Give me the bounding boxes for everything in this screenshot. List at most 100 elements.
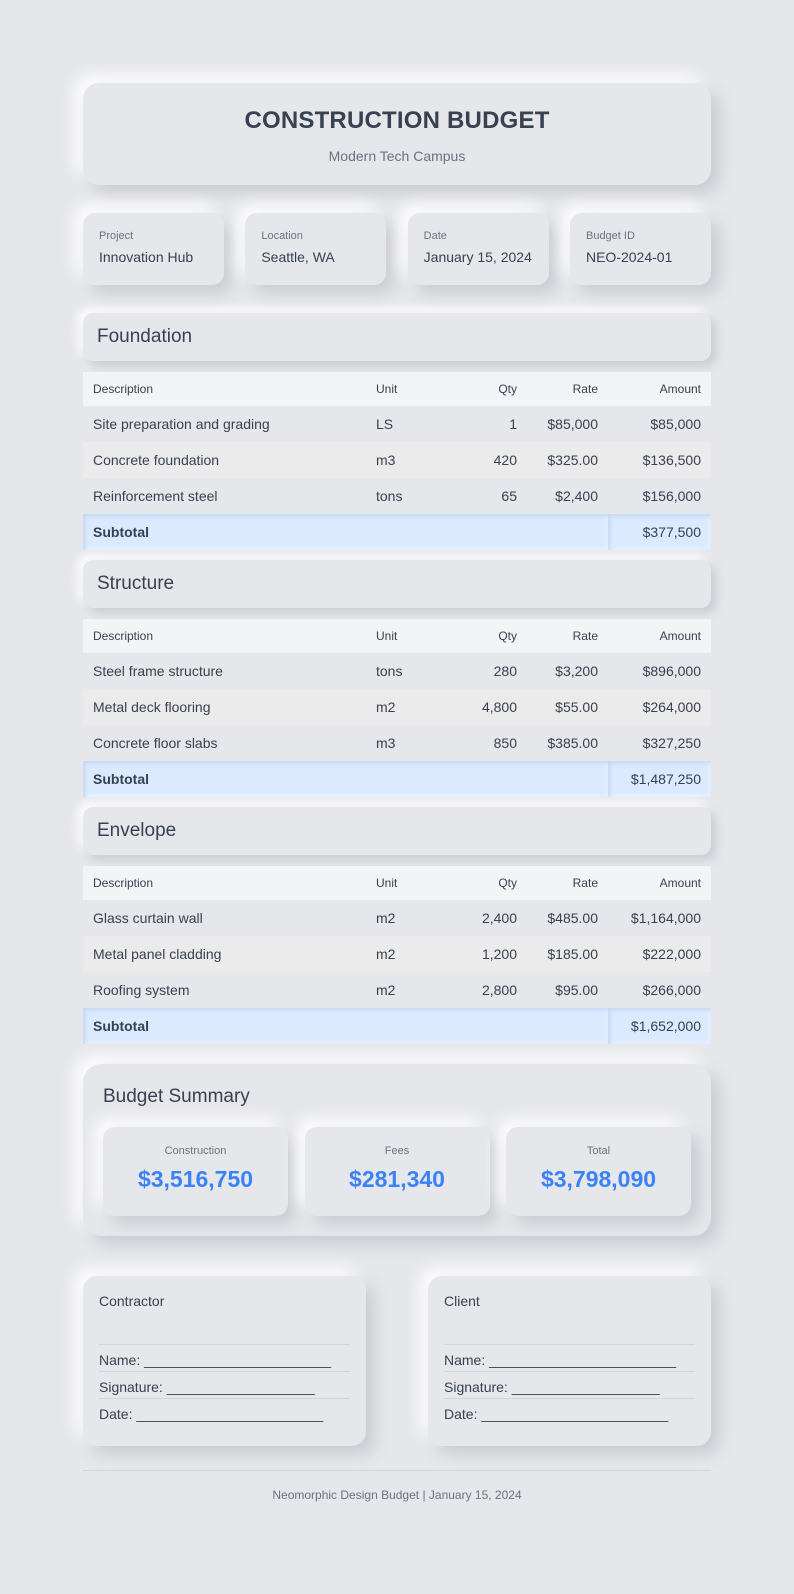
cell-qty: 280	[456, 653, 527, 689]
budget-summary: Budget Summary Construction $3,516,750 F…	[83, 1064, 711, 1236]
subtotal-amount: $1,487,250	[608, 761, 711, 797]
header-card: CONSTRUCTION BUDGET Modern Tech Campus	[83, 83, 711, 185]
cell-description: Concrete foundation	[83, 442, 366, 478]
section-foundation: Foundation Description Unit Qty Rate Amo…	[83, 313, 711, 550]
cell-qty: 4,800	[456, 689, 527, 725]
cell-unit: m2	[366, 972, 456, 1008]
cell-unit: m2	[366, 936, 456, 972]
cell-unit: m3	[366, 725, 456, 761]
cell-amount: $327,250	[608, 725, 711, 761]
cell-qty: 65	[456, 478, 527, 514]
summary-value: $3,516,750	[137, 1166, 254, 1192]
cell-amount: $136,500	[608, 442, 711, 478]
summary-value: $3,798,090	[540, 1166, 657, 1192]
table-row: Concrete floor slabs m3 850 $385.00 $327…	[83, 725, 711, 761]
column-header-rate: Rate	[527, 866, 608, 900]
date-line[interactable]: Date: ________________________	[444, 1406, 669, 1422]
column-header-qty: Qty	[456, 372, 527, 406]
date-line[interactable]: Date: ________________________	[99, 1406, 324, 1422]
info-value: January 15, 2024	[423, 249, 532, 265]
table-row: Reinforcement steel tons 65 $2,400 $156,…	[83, 478, 711, 514]
signature-row: Contractor Name: _______________________…	[83, 1276, 711, 1446]
cell-amount: $264,000	[608, 689, 711, 725]
cell-unit: m3	[366, 442, 456, 478]
column-header-qty: Qty	[456, 619, 527, 653]
table-row: Metal panel cladding m2 1,200 $185.00 $2…	[83, 936, 711, 972]
summary-cards: Construction $3,516,750 Fees $281,340 To…	[103, 1127, 691, 1216]
name-line[interactable]: Name: ________________________	[444, 1345, 695, 1372]
column-header-amount: Amount	[608, 866, 711, 900]
section-title: Foundation	[83, 313, 711, 361]
cell-amount: $85,000	[608, 406, 711, 442]
table-header-row: Description Unit Qty Rate Amount	[83, 619, 711, 653]
info-card-budget-id: Budget ID NEO-2024-01	[569, 213, 711, 285]
cell-unit: tons	[366, 653, 456, 689]
cell-description: Metal deck flooring	[83, 689, 366, 725]
info-value: Innovation Hub	[99, 249, 194, 265]
cell-unit: LS	[366, 406, 456, 442]
subtotal-amount: $1,652,000	[608, 1008, 711, 1044]
subtotal-row: Subtotal $377,500	[83, 514, 711, 550]
table-row: Glass curtain wall m2 2,400 $485.00 $1,1…	[83, 900, 711, 936]
column-header-amount: Amount	[608, 372, 711, 406]
cell-description: Metal panel cladding	[83, 936, 366, 972]
budget-document: CONSTRUCTION BUDGET Modern Tech Campus P…	[83, 83, 711, 1502]
info-label: Budget ID	[585, 230, 635, 242]
budget-table: Description Unit Qty Rate Amount Glass c…	[83, 866, 711, 1044]
info-value: NEO-2024-01	[585, 249, 673, 265]
cell-qty: 1,200	[456, 936, 527, 972]
cell-rate: $485.00	[527, 900, 608, 936]
cell-amount: $1,164,000	[608, 900, 711, 936]
cell-qty: 2,800	[456, 972, 527, 1008]
info-label: Date	[423, 230, 447, 242]
name-line[interactable]: Name: ________________________	[99, 1345, 350, 1372]
info-card-project: Project Innovation Hub	[83, 213, 224, 285]
section-structure: Structure Description Unit Qty Rate Amou…	[83, 560, 711, 797]
column-header-amount: Amount	[608, 619, 711, 653]
table-row: Site preparation and grading LS 1 $85,00…	[83, 406, 711, 442]
signature-line[interactable]: Signature: ___________________	[444, 1372, 695, 1399]
cell-amount: $156,000	[608, 478, 711, 514]
cell-amount: $222,000	[608, 936, 711, 972]
cell-qty: 1	[456, 406, 527, 442]
cell-unit: m2	[366, 689, 456, 725]
footer-text: Neomorphic Design Budget | January 15, 2…	[272, 1488, 522, 1502]
signature-lines: Name: ________________________ Signature…	[444, 1344, 695, 1426]
summary-label: Construction	[164, 1145, 227, 1157]
cell-unit: tons	[366, 478, 456, 514]
cell-rate: $385.00	[527, 725, 608, 761]
cell-qty: 850	[456, 725, 527, 761]
cell-amount: $266,000	[608, 972, 711, 1008]
section-title: Structure	[83, 560, 711, 608]
cell-description: Glass curtain wall	[83, 900, 366, 936]
column-header-description: Description	[83, 866, 366, 900]
summary-title: Budget Summary	[103, 1086, 250, 1107]
subtotal-row: Subtotal $1,652,000	[83, 1008, 711, 1044]
cell-qty: 420	[456, 442, 527, 478]
subtotal-row: Subtotal $1,487,250	[83, 761, 711, 797]
cell-rate: $55.00	[527, 689, 608, 725]
signature-line[interactable]: Signature: ___________________	[99, 1372, 350, 1399]
signature-title: Contractor	[99, 1293, 165, 1309]
column-header-qty: Qty	[456, 866, 527, 900]
column-header-rate: Rate	[527, 619, 608, 653]
cell-description: Concrete floor slabs	[83, 725, 366, 761]
cell-rate: $3,200	[527, 653, 608, 689]
cell-rate: $2,400	[527, 478, 608, 514]
cell-unit: m2	[366, 900, 456, 936]
column-header-description: Description	[83, 619, 366, 653]
section-title: Envelope	[83, 807, 711, 855]
table-row: Metal deck flooring m2 4,800 $55.00 $264…	[83, 689, 711, 725]
table-row: Steel frame structure tons 280 $3,200 $8…	[83, 653, 711, 689]
info-value: Seattle, WA	[261, 249, 335, 265]
cell-rate: $185.00	[527, 936, 608, 972]
signature-lines: Name: ________________________ Signature…	[99, 1344, 350, 1426]
cell-rate: $95.00	[527, 972, 608, 1008]
summary-card-total: Total $3,798,090	[506, 1127, 691, 1216]
signature-card-client: Client Name: ________________________ Si…	[428, 1276, 711, 1446]
footer: Neomorphic Design Budget | January 15, 2…	[83, 1470, 711, 1502]
info-card-date: Date January 15, 2024	[407, 213, 549, 285]
subtotal-label: Subtotal	[83, 514, 608, 550]
column-header-unit: Unit	[366, 866, 456, 900]
summary-label: Total	[586, 1145, 611, 1157]
